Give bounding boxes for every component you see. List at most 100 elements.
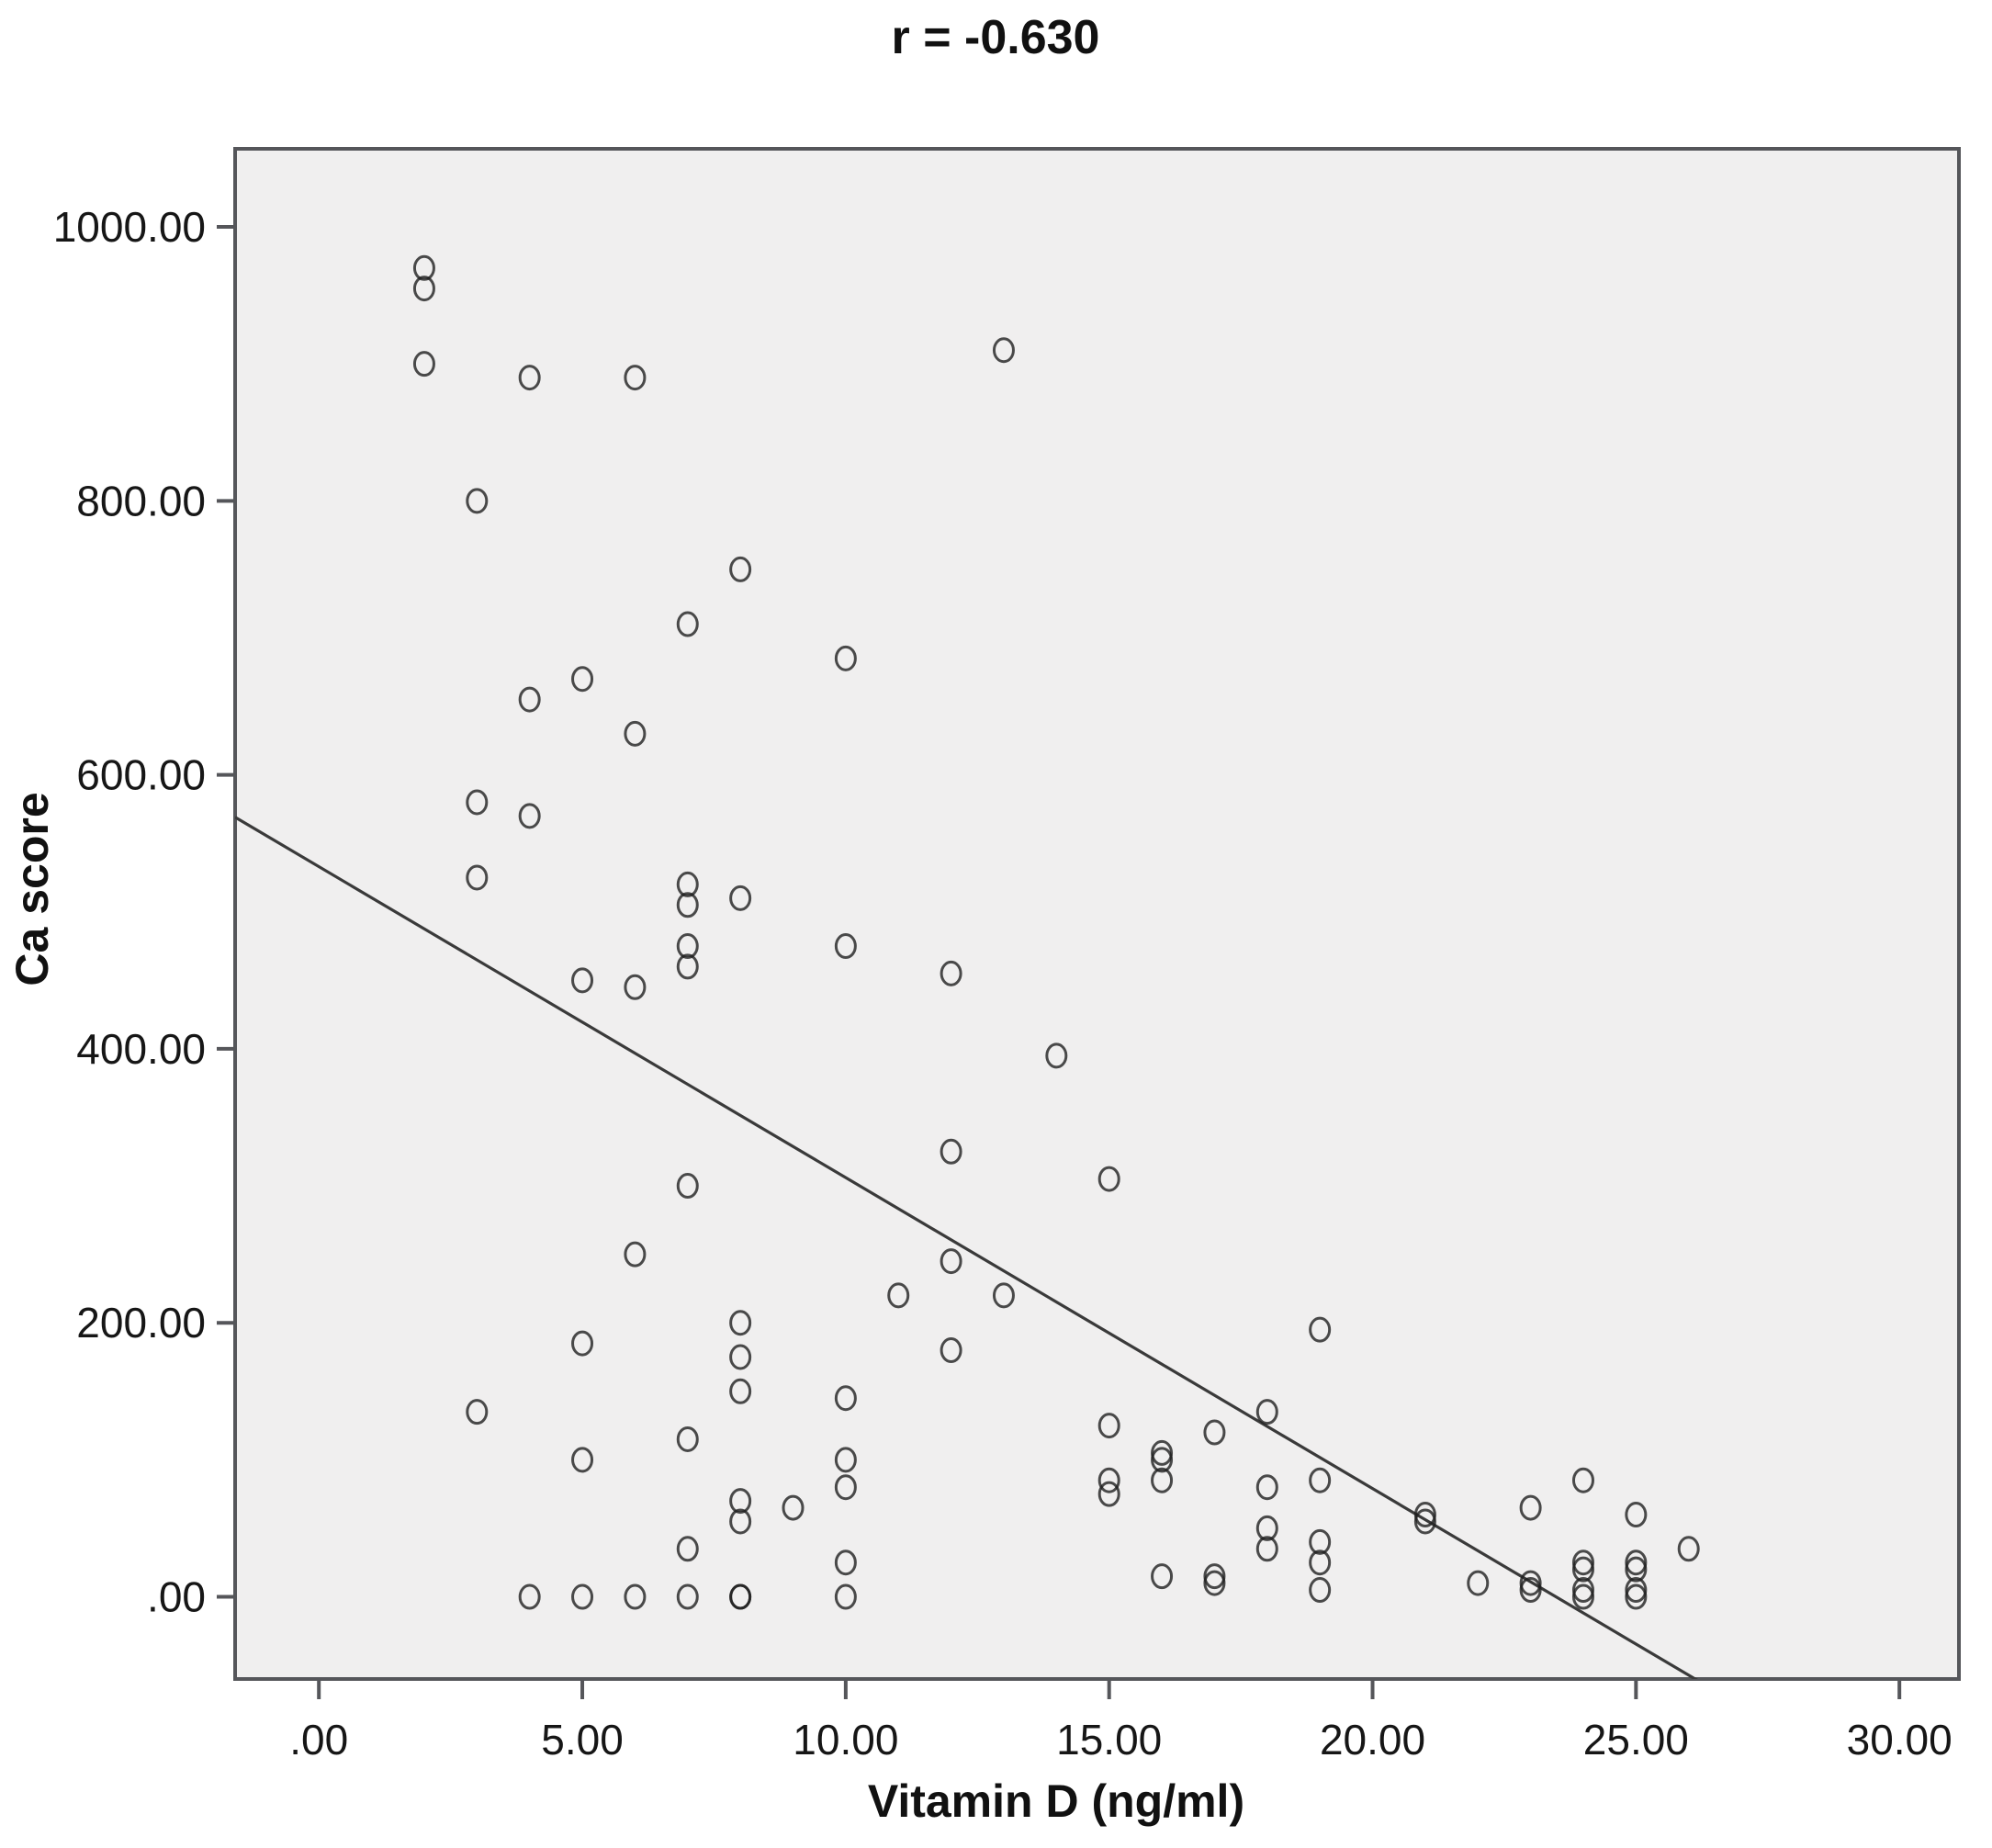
scatter-point	[1203, 1570, 1226, 1596]
x-tick-label: 15.00	[1056, 1716, 1162, 1763]
scatter-point	[1571, 1577, 1594, 1604]
scatter-point	[466, 864, 489, 891]
scatter-point	[1255, 1474, 1278, 1501]
x-tick-label: 25.00	[1583, 1716, 1689, 1763]
scatter-point	[412, 276, 435, 302]
scatter-point	[1097, 1166, 1120, 1192]
scatter-point	[676, 953, 699, 980]
scatter-point	[1519, 1577, 1542, 1604]
scatter-point	[676, 892, 699, 918]
scatter-point	[518, 1583, 541, 1610]
scatter-point	[729, 1508, 752, 1535]
scatter-point	[412, 254, 435, 281]
x-axis-title: Vitamin D (ng/ml)	[868, 1775, 1244, 1827]
x-tick-label: 5.00	[541, 1716, 624, 1763]
scatter-point	[676, 933, 699, 960]
scatter-point	[1309, 1467, 1332, 1493]
scatter-point	[466, 1399, 489, 1425]
scatter-point	[1309, 1577, 1332, 1604]
y-tick-label: 600.00	[76, 751, 206, 799]
y-tick-label: 400.00	[76, 1025, 206, 1073]
scatter-point	[1097, 1413, 1120, 1439]
scatter-point	[887, 1282, 910, 1309]
scatter-point	[1413, 1502, 1436, 1528]
scatter-point	[940, 1337, 962, 1364]
scatter-point	[1571, 1556, 1594, 1583]
scatter-point	[729, 1344, 752, 1370]
scatter-point	[729, 885, 752, 911]
y-axis-title: Ca score	[6, 792, 58, 986]
x-tick-label: 30.00	[1847, 1716, 1953, 1763]
scatter-point	[1413, 1508, 1436, 1535]
scatter-point	[1255, 1399, 1278, 1425]
y-tick-label: 200.00	[76, 1299, 206, 1347]
axis-ticks: .00 200.00 400.00 600.00 800.00 1000.00 .00 5.0…	[53, 203, 1953, 1763]
scatter-point	[1151, 1447, 1174, 1473]
scatter-point	[1255, 1536, 1278, 1562]
scatter-point	[571, 967, 594, 994]
plot-area	[233, 147, 1961, 1681]
scatter-point	[729, 556, 752, 582]
scatter-point	[1571, 1467, 1594, 1493]
scatter-point	[1571, 1583, 1594, 1610]
scatter-point	[466, 789, 489, 816]
scatter-point	[1309, 1316, 1332, 1343]
y-tick-label: .00	[147, 1573, 206, 1621]
scatter-point	[1203, 1563, 1226, 1590]
scatter-point	[676, 1173, 699, 1200]
scatter-point	[1045, 1042, 1068, 1069]
scatter-point	[518, 365, 541, 391]
scatter-point	[940, 1248, 962, 1275]
scatter-point	[1255, 1515, 1278, 1541]
scatter-point	[1677, 1536, 1700, 1562]
scatter-point	[729, 1378, 752, 1404]
scatter-point	[834, 1447, 857, 1473]
scatter-point	[571, 1447, 594, 1473]
scatter-point	[834, 1583, 857, 1610]
scatter-point	[518, 686, 541, 713]
scatter-point	[834, 933, 857, 960]
scatter-point	[1519, 1494, 1542, 1521]
scatter-point	[412, 351, 435, 377]
x-tick-label: 10.00	[793, 1716, 898, 1763]
scatter-point	[1097, 1481, 1120, 1507]
scatter-point	[1571, 1549, 1594, 1576]
scatter-point	[1625, 1549, 1648, 1576]
scatter-point	[834, 1474, 857, 1501]
x-tick-label: 20.00	[1320, 1716, 1425, 1763]
scatter-point	[834, 645, 857, 671]
scatter-point	[1097, 1467, 1120, 1493]
scatter-point	[624, 720, 647, 747]
scatter-point	[992, 337, 1015, 364]
y-tick-label: 1000.00	[53, 203, 206, 251]
scatter-point	[940, 960, 962, 986]
scatter-point	[1203, 1419, 1226, 1446]
scatter-point	[624, 1583, 647, 1610]
scatter-point	[1151, 1563, 1174, 1590]
scatter-point	[729, 1310, 752, 1336]
scatter-point	[676, 1536, 699, 1562]
scatter-point	[676, 1425, 699, 1452]
scatter-point	[676, 611, 699, 637]
regression-line	[235, 816, 1698, 1679]
scatter-point	[1309, 1549, 1332, 1576]
scatter-point	[1519, 1570, 1542, 1596]
scatter-point	[729, 1583, 752, 1610]
scatter-point	[571, 1330, 594, 1357]
x-tick-label: .00	[289, 1716, 348, 1763]
regression-layer	[235, 816, 1698, 1679]
scatter-point	[729, 1488, 752, 1515]
scatter-point	[1467, 1570, 1490, 1596]
scatter-point	[1309, 1528, 1332, 1555]
scatter-point	[518, 803, 541, 829]
scatter-point	[992, 1282, 1015, 1309]
scatter-point	[571, 1583, 594, 1610]
scatter-point	[940, 1138, 962, 1165]
scatter-points-layer	[412, 254, 1700, 1610]
scatter-point	[1625, 1583, 1648, 1610]
y-tick-label: 800.00	[76, 477, 206, 524]
scatter-point	[624, 974, 647, 1000]
scatter-point	[624, 365, 647, 391]
